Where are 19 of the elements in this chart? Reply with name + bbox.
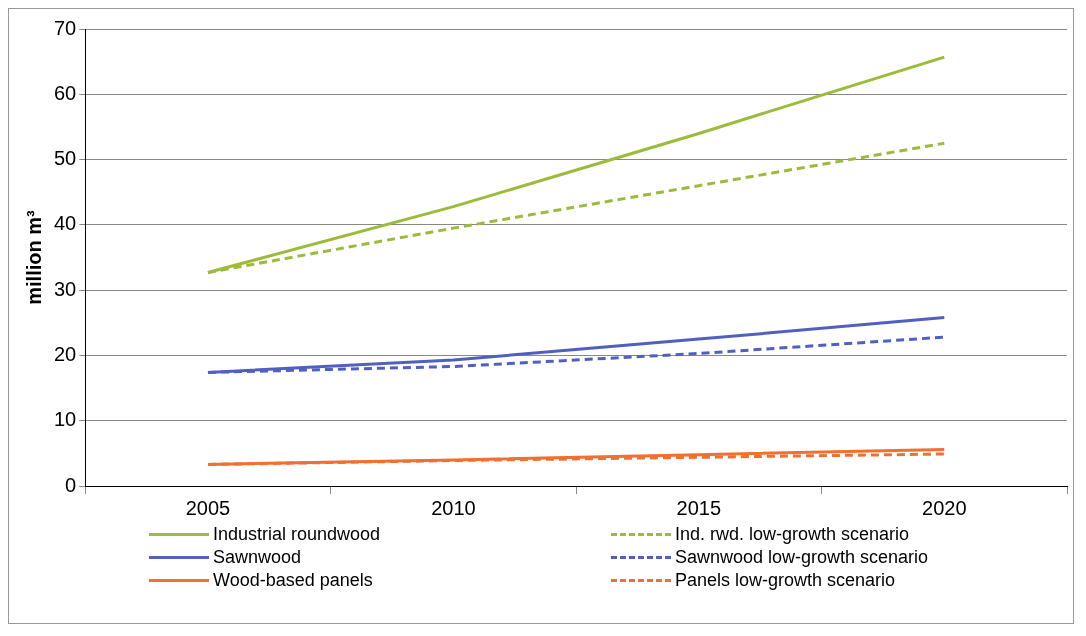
y-axis-title: million m³ — [22, 209, 45, 305]
y-tick-label: 0 — [65, 473, 77, 496]
legend-label: Sawnwood low-growth scenario — [675, 547, 929, 568]
legend-label: Wood-based panels — [213, 570, 373, 591]
y-tick-label: 60 — [54, 81, 77, 104]
x-tick-label: 2010 — [431, 496, 476, 519]
legend-label: Panels low-growth scenario — [675, 570, 896, 591]
legend-label: Sawnwood — [213, 547, 302, 568]
x-tick-label: 2005 — [185, 496, 231, 519]
y-tick-label: 10 — [54, 408, 77, 431]
y-tick-label: 70 — [54, 16, 77, 39]
x-tick-label: 2015 — [676, 496, 722, 519]
legend-label: Ind. rwd. low-growth scenario — [675, 524, 910, 545]
legend-label: Industrial roundwood — [213, 524, 381, 545]
y-tick-label: 20 — [54, 342, 77, 365]
y-tick-label: 30 — [54, 277, 77, 300]
y-tick-label: 50 — [54, 147, 77, 170]
y-tick-label: 40 — [54, 212, 77, 235]
x-tick-label: 2020 — [922, 496, 967, 519]
